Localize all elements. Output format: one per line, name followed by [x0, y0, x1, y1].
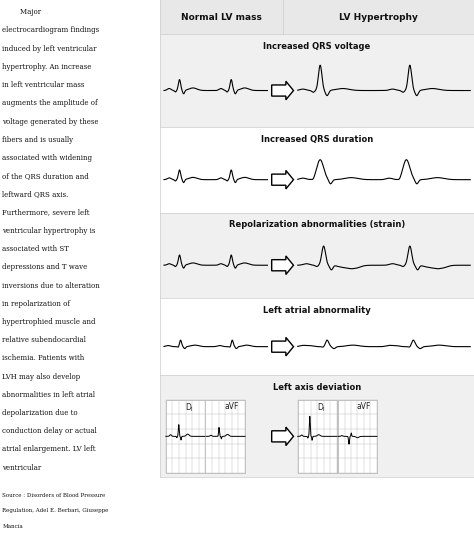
Text: inversions due to alteration: inversions due to alteration — [2, 282, 100, 289]
Text: ventricular hypertrophy is: ventricular hypertrophy is — [2, 227, 96, 235]
Text: aVF: aVF — [356, 402, 371, 411]
Bar — [160, 0, 474, 34]
Text: Increased QRS duration: Increased QRS duration — [261, 135, 373, 144]
Text: depressions and T wave: depressions and T wave — [2, 263, 88, 271]
Polygon shape — [272, 81, 293, 100]
Polygon shape — [272, 256, 293, 274]
Polygon shape — [272, 171, 293, 189]
Bar — [166, 400, 245, 473]
Text: LV Hypertrophy: LV Hypertrophy — [339, 13, 418, 22]
Text: Increased QRS voltage: Increased QRS voltage — [264, 42, 371, 51]
Text: Repolarization abnormalities (strain): Repolarization abnormalities (strain) — [229, 220, 405, 229]
Text: Regulation, Adel E. Berbari, Giuseppe: Regulation, Adel E. Berbari, Giuseppe — [2, 508, 109, 513]
Bar — [160, 213, 474, 298]
Text: Left axis deviation: Left axis deviation — [273, 383, 361, 392]
Text: ventricular: ventricular — [2, 464, 42, 471]
Text: in repolarization of: in repolarization of — [2, 300, 70, 307]
Text: relative subendocardial: relative subendocardial — [2, 336, 86, 344]
Text: depolarization due to: depolarization due to — [2, 409, 78, 417]
Text: induced by left ventricular: induced by left ventricular — [2, 45, 97, 52]
Text: Normal LV mass: Normal LV mass — [181, 13, 262, 22]
Text: leftward QRS axis.: leftward QRS axis. — [2, 190, 69, 198]
Text: voltage generated by these: voltage generated by these — [2, 118, 99, 125]
Text: Furthermore, severe left: Furthermore, severe left — [2, 209, 90, 216]
Text: in left ventricular mass: in left ventricular mass — [2, 81, 85, 89]
Text: Source : Disorders of Blood Pressure: Source : Disorders of Blood Pressure — [2, 493, 106, 498]
Text: aVF: aVF — [224, 402, 238, 411]
Text: Mancia: Mancia — [2, 524, 23, 529]
Bar — [160, 34, 474, 127]
Text: atrial enlargement. LV left: atrial enlargement. LV left — [2, 445, 96, 453]
Text: D$_\mathregular{I}$: D$_\mathregular{I}$ — [185, 402, 194, 415]
Text: Left atrial abnormality: Left atrial abnormality — [263, 306, 371, 315]
Text: hypertrophied muscle and: hypertrophied muscle and — [2, 318, 96, 326]
Text: hypertrophy. An increase: hypertrophy. An increase — [2, 63, 92, 71]
Bar — [338, 400, 377, 473]
Text: associated with ST: associated with ST — [2, 245, 69, 253]
Bar — [160, 127, 474, 213]
Text: of the QRS duration and: of the QRS duration and — [2, 172, 89, 180]
Bar — [298, 400, 337, 473]
Text: augments the amplitude of: augments the amplitude of — [2, 99, 98, 107]
Text: D$_\mathregular{I}$: D$_\mathregular{I}$ — [317, 402, 326, 415]
Bar — [160, 375, 474, 477]
Bar — [0, 0, 160, 552]
Polygon shape — [272, 337, 293, 356]
Text: abnormalities in left atrial: abnormalities in left atrial — [2, 391, 95, 399]
Polygon shape — [272, 427, 293, 445]
Text: Major: Major — [2, 8, 42, 16]
Text: conduction delay or actual: conduction delay or actual — [2, 427, 97, 435]
Text: electrocardiogram findings: electrocardiogram findings — [2, 26, 100, 34]
Text: ischemia. Patients with: ischemia. Patients with — [2, 354, 85, 362]
Text: associated with widening: associated with widening — [2, 154, 92, 162]
Text: fibers and is usually: fibers and is usually — [2, 136, 73, 144]
Bar — [160, 298, 474, 375]
Text: LVH may also develop: LVH may also develop — [2, 373, 81, 380]
